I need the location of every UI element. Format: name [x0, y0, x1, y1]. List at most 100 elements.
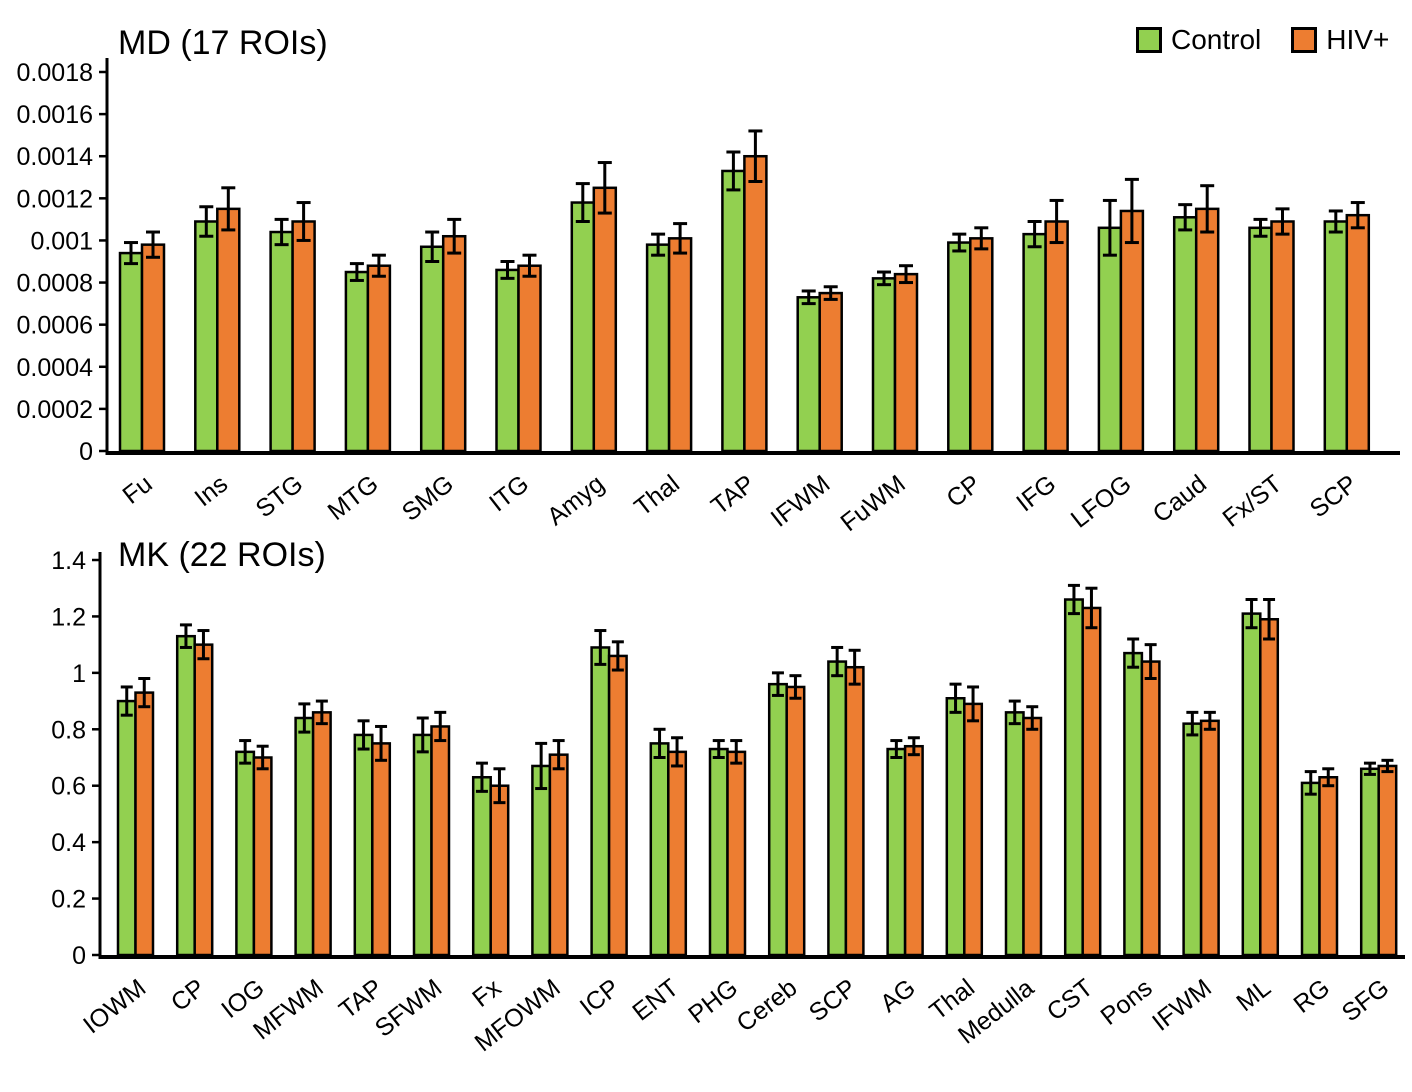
- bar-control-fx: [471, 776, 492, 957]
- bar-control-ifwm: [1182, 722, 1203, 957]
- category-label-mk-22-rois--ml: ML: [1231, 974, 1276, 1018]
- bar-control-phg: [708, 747, 729, 957]
- category-label-mk-22-rois--cereb: Cereb: [731, 974, 802, 1038]
- bar-hiv--pons: [1140, 660, 1161, 957]
- category-label-md-17-rois--itg: ITG: [484, 470, 534, 518]
- category-label-md-17-rois--thal: Thal: [629, 470, 685, 522]
- y-tick-label-mk-22-rois-: 0.2: [51, 886, 86, 914]
- bar-control-caud: [1172, 216, 1198, 453]
- legend-label-hiv: HIV+: [1326, 24, 1390, 55]
- category-label-md-17-rois--cp: CP: [941, 470, 986, 513]
- bar-hiv--ifwm: [1199, 719, 1220, 957]
- category-label-md-17-rois--ifwm: IFWM: [766, 470, 836, 533]
- bar-hiv--fu: [140, 243, 166, 453]
- bar-control-ins: [194, 220, 219, 453]
- bar-hiv--fx-st: [1270, 220, 1295, 453]
- category-label-mk-22-rois--ent: ENT: [627, 974, 684, 1027]
- category-label-md-17-rois--stg: STG: [251, 470, 309, 524]
- bar-control-mfowm: [531, 764, 552, 957]
- category-label-md-17-rois--ins: Ins: [189, 470, 233, 513]
- chart-title-mk: MK (22 ROIs): [118, 536, 326, 574]
- category-label-md-17-rois--lfog: LFOG: [1066, 470, 1137, 534]
- bar-hiv--mtg: [366, 264, 392, 453]
- category-label-mk-22-rois--ifwm: IFWM: [1147, 974, 1217, 1037]
- bar-hiv--ml: [1259, 618, 1280, 957]
- bar-hiv--fuwm: [893, 272, 919, 453]
- bar-hiv--ent: [667, 750, 688, 957]
- bar-control-thal: [645, 243, 671, 453]
- bar-control-sfwm: [412, 733, 433, 957]
- bar-control-pons: [1123, 651, 1144, 957]
- y-tick-label-mk-22-rois-: 0.6: [51, 773, 86, 801]
- bar-hiv--ins: [216, 207, 241, 453]
- bar-hiv--itg: [517, 264, 542, 453]
- bar-control-cp: [947, 241, 972, 453]
- bar-hiv--mfowm: [548, 753, 569, 957]
- y-tick-label-md-17-rois-: 0.0004: [17, 354, 94, 382]
- bar-control-fx-st: [1248, 226, 1273, 453]
- bar-hiv--thal: [667, 237, 693, 453]
- bar-control-smg: [419, 245, 445, 453]
- bar-control-stg: [269, 230, 294, 453]
- bar-control-sfg: [1359, 767, 1380, 957]
- category-label-md-17-rois--fuwm: FuWM: [835, 470, 910, 537]
- bar-control-ifg: [1022, 232, 1047, 453]
- bar-control-rg: [1300, 781, 1321, 957]
- bar-control-ifwm: [796, 296, 821, 453]
- bar-hiv--scp: [844, 665, 865, 957]
- category-label-mk-22-rois--rg: RG: [1288, 974, 1335, 1019]
- bar-hiv--cereb: [785, 685, 806, 957]
- bar-control-cp: [175, 634, 196, 957]
- bar-control-tap: [721, 169, 746, 453]
- category-label-md-17-rois--tap: TAP: [706, 470, 760, 521]
- category-label-mk-22-rois--cp: CP: [166, 974, 211, 1017]
- bar-control-icp: [590, 646, 611, 957]
- y-tick-label-md-17-rois-: 0.0012: [17, 185, 93, 213]
- y-tick-label-md-17-rois-: 0.0006: [17, 312, 93, 340]
- bar-hiv--ifwm: [818, 291, 843, 453]
- bar-hiv--caud: [1194, 207, 1220, 453]
- bar-hiv--cp: [969, 237, 994, 453]
- bar-control-tap: [353, 733, 374, 957]
- bar-control-itg: [495, 268, 520, 453]
- bar-control-cereb: [767, 682, 788, 957]
- bar-hiv--sfwm: [430, 725, 451, 957]
- bar-control-cst: [1063, 598, 1084, 957]
- category-label-md-17-rois--ifg: IFG: [1011, 470, 1061, 518]
- category-label-mk-22-rois--iowm: IOWM: [78, 974, 151, 1040]
- legend: Control HIV+: [1136, 24, 1389, 56]
- bar-control-ml: [1241, 612, 1262, 957]
- bar-hiv--thal: [963, 702, 984, 957]
- bar-hiv--fx: [489, 784, 510, 957]
- legend-item-hiv: HIV+: [1291, 24, 1389, 56]
- category-label-md-17-rois--fx-st: Fx/ST: [1217, 470, 1287, 533]
- category-label-mk-22-rois--icp: ICP: [575, 974, 625, 1022]
- bar-hiv--rg: [1318, 776, 1339, 957]
- bar-hiv--scp: [1345, 213, 1371, 453]
- y-tick-label-md-17-rois-: 0.0002: [17, 396, 93, 424]
- y-tick-label-mk-22-rois-: 1.2: [51, 603, 86, 631]
- category-label-md-17-rois--smg: SMG: [397, 470, 459, 527]
- bar-hiv--amyg: [592, 186, 618, 453]
- bar-hiv--smg: [441, 234, 467, 453]
- y-tick-label-mk-22-rois-: 1.4: [51, 547, 86, 575]
- y-tick-label-mk-22-rois-: 0.8: [51, 716, 86, 744]
- category-label-mk-22-rois--sfwm: SFWM: [370, 974, 447, 1043]
- category-label-mk-22-rois--cst: CST: [1042, 974, 1099, 1027]
- bar-control-iog: [235, 750, 256, 957]
- bar-hiv--ag: [903, 744, 924, 957]
- bar-control-fu: [118, 251, 144, 453]
- y-tick-label-mk-22-rois-: 1: [72, 660, 86, 688]
- y-tick-label-mk-22-rois-: 0.4: [51, 829, 86, 857]
- category-label-mk-22-rois--pons: Pons: [1095, 974, 1157, 1031]
- category-label-mk-22-rois--sfg: SFG: [1337, 974, 1395, 1028]
- bar-control-scp: [827, 660, 848, 957]
- hiv-swatch-icon: [1291, 27, 1318, 53]
- bar-hiv--phg: [726, 750, 747, 957]
- bar-hiv--sfg: [1377, 764, 1398, 957]
- legend-item-control: Control: [1136, 24, 1261, 56]
- bar-control-lfog: [1097, 226, 1123, 453]
- bar-hiv--iog: [252, 756, 273, 957]
- bar-hiv--icp: [607, 654, 628, 957]
